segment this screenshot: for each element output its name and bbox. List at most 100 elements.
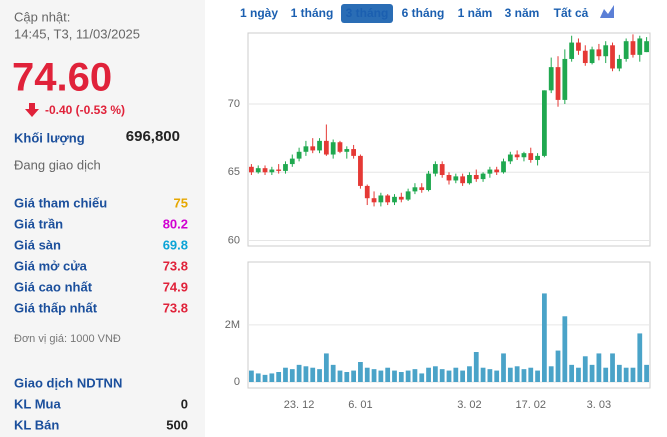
- candle-body: [460, 176, 466, 184]
- volume-bar: [548, 366, 554, 382]
- x-tick-label: 3. 03: [587, 399, 611, 411]
- price-change: -0.40 (-0.53 %): [45, 103, 125, 117]
- status: Đang giao dịch: [14, 157, 101, 172]
- candle-body: [385, 195, 391, 203]
- candle-body: [494, 169, 500, 173]
- volume-bar: [610, 353, 615, 382]
- stat-label: Giá sàn: [14, 237, 61, 252]
- volume-bar: [528, 367, 534, 382]
- candle-body: [623, 41, 629, 59]
- stat-value: 74.9: [163, 279, 188, 294]
- candle-body: [310, 146, 316, 151]
- volume-bar: [596, 353, 602, 382]
- volume-bar: [371, 369, 377, 382]
- chart-icon[interactable]: [598, 5, 614, 19]
- candle-body: [589, 49, 595, 64]
- candle-body: [317, 140, 322, 151]
- x-tick-label: 17. 02: [515, 399, 546, 411]
- candle-body: [630, 41, 636, 55]
- candle-body: [439, 164, 445, 175]
- foreign-rows: KL Mua 0 KL Bán 500: [14, 396, 188, 432]
- range-label[interactable]: 1 ngày: [240, 6, 278, 20]
- volume-bar: [521, 369, 527, 382]
- volume-bar: [364, 367, 370, 382]
- x-tick-label: 3. 02: [457, 399, 481, 411]
- volume-bar: [576, 367, 581, 382]
- range-button[interactable]: 1 tháng: [291, 6, 334, 20]
- range-button-bg[interactable]: [341, 4, 393, 23]
- candle-body: [562, 58, 568, 100]
- volume-bar: [473, 352, 479, 382]
- candle-body: [432, 164, 438, 174]
- range-button[interactable]: 3 năm: [505, 6, 540, 20]
- candle-body: [548, 67, 554, 91]
- stat-value: 80.2: [163, 216, 188, 231]
- volume-bar: [582, 356, 588, 382]
- range-button[interactable]: Tất cả: [554, 6, 589, 20]
- range-button[interactable]: 1 ngày: [240, 6, 278, 20]
- range-label[interactable]: Tất cả: [554, 6, 589, 20]
- volume-bar: [467, 366, 472, 382]
- candle-body: [364, 185, 370, 199]
- range-label[interactable]: 1 tháng: [291, 6, 334, 20]
- down-arrow: [25, 103, 39, 117]
- volume-bar: [378, 370, 384, 382]
- candle-body: [521, 153, 527, 158]
- range-button[interactable]: 6 tháng: [402, 6, 445, 20]
- range-button[interactable]: 1 năm: [458, 6, 493, 20]
- volume-bar: [542, 293, 547, 382]
- volume-bar: [589, 364, 595, 382]
- volume-bar: [310, 367, 316, 382]
- volume-bar: [385, 367, 391, 382]
- stat-label: Giá thấp nhất: [14, 300, 98, 315]
- last-price: 74.60: [12, 56, 112, 100]
- volume-bar: [283, 367, 288, 382]
- candle-body: [528, 153, 534, 160]
- volume-bar: [616, 364, 622, 382]
- y-tick-label: 0: [234, 376, 240, 388]
- volume-bar: [255, 373, 261, 382]
- candle-body: [426, 173, 431, 191]
- stats: Giá tham chiếu 75 Giá trần 80.2 Giá sàn 69.8 G…: [14, 195, 188, 315]
- candle-body: [616, 58, 622, 69]
- candle-body: [582, 50, 588, 64]
- candle-body: [323, 140, 329, 155]
- foreign-value: 0: [181, 396, 188, 411]
- range-label[interactable]: 1 năm: [458, 6, 493, 20]
- candle-body: [637, 38, 643, 55]
- volume-bar: [249, 370, 254, 382]
- candle-body: [337, 142, 343, 152]
- foreign-label: KL Mua: [14, 396, 61, 411]
- candle-body: [344, 149, 350, 152]
- volume-bar: [555, 350, 561, 382]
- stat-label: Giá cao nhất: [14, 279, 93, 294]
- volume-bar: [337, 370, 343, 382]
- candle-body: [514, 154, 520, 158]
- volume-bar: [569, 364, 575, 382]
- volume-bar: [535, 370, 540, 382]
- candle-body: [262, 168, 268, 173]
- volume-bar: [637, 333, 643, 382]
- stat-value: 73.8: [163, 258, 188, 273]
- volume-bar: [289, 369, 295, 382]
- volume-bar: [507, 367, 513, 382]
- candle-body: [535, 155, 540, 160]
- volume-bar: [412, 369, 418, 382]
- foreign-label: KL Bán: [14, 417, 59, 432]
- candle-body: [555, 67, 561, 100]
- candle-body: [351, 149, 356, 156]
- candle-body: [392, 196, 397, 203]
- candle-body: [405, 191, 411, 200]
- stat-value: 73.8: [163, 300, 188, 315]
- chart-icon-shape: [600, 5, 614, 18]
- range-label[interactable]: 6 tháng: [402, 6, 445, 20]
- range-button[interactable]: 3 tháng: [341, 4, 393, 23]
- foreign-value: 500: [166, 417, 188, 432]
- range-label[interactable]: 3 tháng: [346, 6, 389, 20]
- range-label[interactable]: 3 năm: [505, 6, 540, 20]
- candle-body: [446, 175, 452, 181]
- candle-body: [507, 154, 513, 162]
- updated-label: Cập nhật:: [14, 9, 70, 24]
- candle-body: [473, 175, 479, 180]
- candle-body: [371, 198, 377, 203]
